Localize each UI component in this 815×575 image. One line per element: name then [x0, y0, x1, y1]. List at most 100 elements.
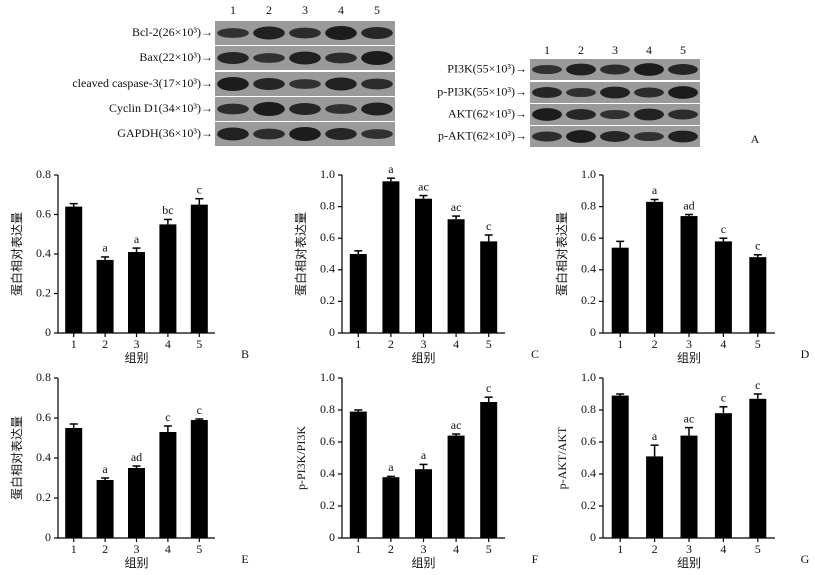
bar [382, 477, 400, 538]
x-tick-label: 1 [617, 337, 623, 351]
significance-label: c [721, 222, 726, 236]
blot-label: GAPDH(36×10³)→ [117, 126, 213, 140]
blot-band [217, 127, 249, 141]
bar [190, 420, 208, 538]
bar [65, 206, 83, 333]
y-tick-label: 0.2 [36, 285, 51, 299]
y-axis-title: p-PI3K/PI3K [294, 426, 308, 490]
y-tick-label: 0.6 [581, 434, 596, 448]
bar [680, 216, 698, 333]
y-tick-label: 0.8 [581, 402, 596, 416]
bar [190, 204, 208, 333]
significance-label: c [486, 381, 491, 395]
x-tick-label: 1 [71, 542, 77, 556]
blot-label: Cyclin D1(34×10³)→ [109, 101, 213, 115]
significance-label: a [421, 448, 427, 462]
x-tick-label: 1 [617, 542, 623, 556]
x-axis-title: 组别 [677, 556, 701, 570]
significance-label: c [165, 410, 170, 424]
significance-label: c [486, 219, 491, 233]
x-tick-label: 5 [486, 542, 492, 556]
blot-band [532, 64, 562, 75]
blot-band [325, 77, 357, 91]
lane-number: 3 [302, 3, 308, 17]
x-tick-label: 2 [388, 542, 394, 556]
significance-label: a [102, 241, 108, 255]
y-tick-label: 0.6 [36, 206, 51, 220]
significance-label: a [652, 429, 658, 443]
bar [447, 219, 465, 333]
significance-label: c [721, 391, 726, 405]
lane-number: 1 [544, 43, 550, 57]
blot-band [289, 27, 321, 39]
y-tick-label: 0.6 [36, 410, 51, 424]
bar [128, 468, 145, 538]
blot-label: p-PI3K(55×10³)→ [437, 84, 527, 98]
significance-label: a [388, 162, 394, 176]
bar [714, 413, 732, 538]
blot-band [634, 63, 664, 76]
significance-label: ac [451, 418, 462, 432]
blot-band [253, 101, 285, 117]
significance-label: c [197, 182, 202, 196]
bar [159, 432, 177, 538]
x-tick-label: 4 [165, 337, 171, 351]
blot-band [361, 78, 393, 90]
lane-number: 5 [374, 3, 380, 17]
y-tick-label: 0.2 [320, 293, 335, 307]
y-tick-label: 0.4 [320, 262, 335, 276]
x-tick-label: 3 [134, 337, 140, 351]
blot-band [217, 103, 249, 115]
blot-band [253, 53, 285, 63]
y-tick-label: 1.0 [581, 167, 596, 181]
significance-label: a [652, 183, 658, 197]
y-tick-label: 0 [45, 530, 51, 544]
x-tick-label: 5 [486, 337, 492, 351]
x-tick-label: 3 [421, 542, 427, 556]
significance-label: a [102, 462, 108, 476]
y-tick-label: 0 [329, 325, 335, 339]
blot-band [289, 126, 321, 142]
y-tick-label: 0.2 [581, 293, 596, 307]
y-axis-title: 蛋白相对表达量 [9, 212, 24, 296]
panel-letter: C [531, 347, 539, 361]
blot-band [289, 79, 321, 89]
blot-label: Bcl-2(26×10³)→ [132, 25, 213, 39]
x-tick-label: 5 [755, 337, 761, 351]
x-tick-label: 4 [720, 542, 726, 556]
x-axis-title: 组别 [411, 351, 435, 365]
x-tick-label: 2 [102, 542, 108, 556]
blot-band [361, 27, 393, 39]
y-tick-label: 0.8 [320, 402, 335, 416]
blot-band [566, 130, 596, 143]
blot-band [600, 64, 630, 75]
panel-letter: D [801, 347, 810, 361]
lane-number: 4 [646, 43, 652, 57]
bar [749, 398, 767, 538]
blot-band [600, 86, 630, 99]
y-tick-label: 0.2 [36, 490, 51, 504]
y-axis-title: p-AKT/AKT [555, 426, 569, 489]
blot-band [361, 129, 393, 139]
bar [349, 411, 367, 538]
bar [128, 252, 145, 333]
x-tick-label: 5 [755, 542, 761, 556]
bar [611, 395, 629, 538]
blot-label: Bax(22×10³)→ [139, 50, 213, 64]
significance-label: bc [162, 203, 173, 217]
blot-band [361, 102, 393, 116]
blot-band [600, 131, 630, 142]
bar [646, 201, 664, 333]
blot-band [289, 103, 321, 115]
y-tick-label: 0.8 [581, 198, 596, 212]
blot-band [532, 131, 562, 142]
lane-number: 3 [612, 43, 618, 57]
bar [749, 257, 767, 333]
y-tick-label: 1.0 [320, 370, 335, 384]
significance-label: c [755, 378, 760, 392]
y-tick-label: 0 [329, 530, 335, 544]
blot-band [325, 25, 357, 41]
y-axis-title: 蛋白相对表达量 [293, 212, 308, 296]
y-tick-label: 1.0 [320, 167, 335, 181]
